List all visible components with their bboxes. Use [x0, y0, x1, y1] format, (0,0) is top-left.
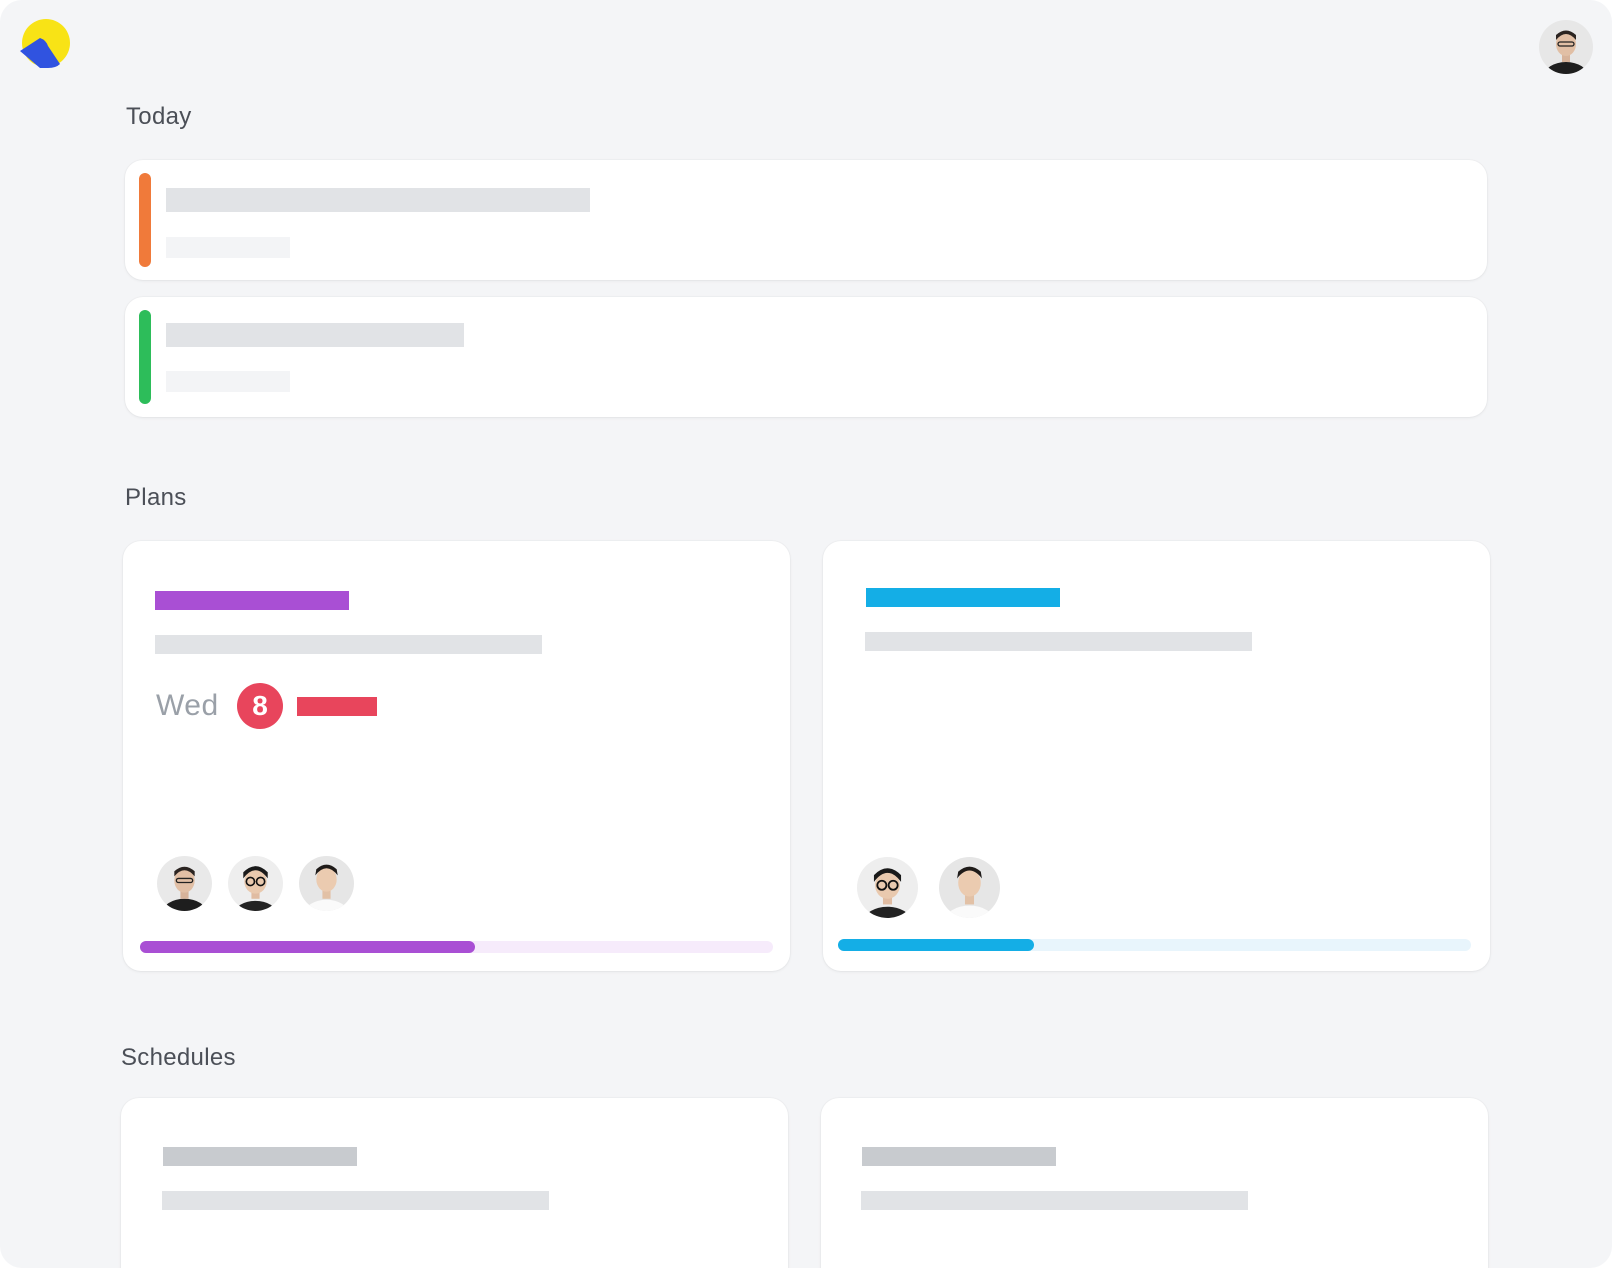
section-title-schedules: Schedules: [121, 1044, 236, 1071]
today-item[interactable]: [125, 160, 1487, 280]
today-item-title-placeholder: [166, 188, 590, 212]
plan-title-placeholder: [866, 588, 1060, 607]
avatar-man-dark-shirt[interactable]: [157, 856, 212, 911]
plan-title-placeholder: [155, 591, 349, 610]
schedule-title-placeholder: [862, 1147, 1056, 1166]
avatar-man-glasses[interactable]: [228, 856, 283, 911]
schedule-description-placeholder: [162, 1191, 549, 1210]
plan-progress-fill: [838, 939, 1035, 951]
plan-description-placeholder: [155, 635, 542, 654]
plan-event-placeholder[interactable]: [297, 697, 377, 716]
plan-description-placeholder: [865, 632, 1252, 651]
today-item[interactable]: [125, 297, 1487, 417]
plan-progress-fill: [140, 941, 476, 953]
avatar-man-glasses[interactable]: [857, 857, 918, 918]
today-item-accent: [139, 173, 151, 267]
schedule-title-placeholder: [163, 1147, 357, 1166]
today-item-title-placeholder: [166, 323, 464, 347]
section-title-today: Today: [126, 103, 192, 130]
plan-date-badge[interactable]: 8: [237, 683, 283, 729]
avatar-man-white-shirt[interactable]: [299, 856, 354, 911]
avatar-man-white-shirt[interactable]: [939, 857, 1000, 918]
schedule-card[interactable]: [121, 1098, 788, 1268]
plan-progress-bar: [838, 939, 1471, 951]
app-logo-icon[interactable]: [18, 18, 74, 74]
schedule-description-placeholder: [861, 1191, 1248, 1210]
today-item-subtitle-placeholder: [166, 237, 290, 258]
plan-day-label: Wed: [156, 689, 219, 722]
user-avatar[interactable]: [1539, 20, 1593, 74]
plan-card[interactable]: Wed 8: [123, 541, 790, 971]
schedule-card[interactable]: [821, 1098, 1488, 1268]
section-title-plans: Plans: [125, 484, 187, 511]
plan-progress-bar: [140, 941, 773, 953]
plan-card[interactable]: [823, 541, 1490, 971]
today-item-subtitle-placeholder: [166, 371, 290, 392]
today-item-accent: [139, 310, 151, 404]
